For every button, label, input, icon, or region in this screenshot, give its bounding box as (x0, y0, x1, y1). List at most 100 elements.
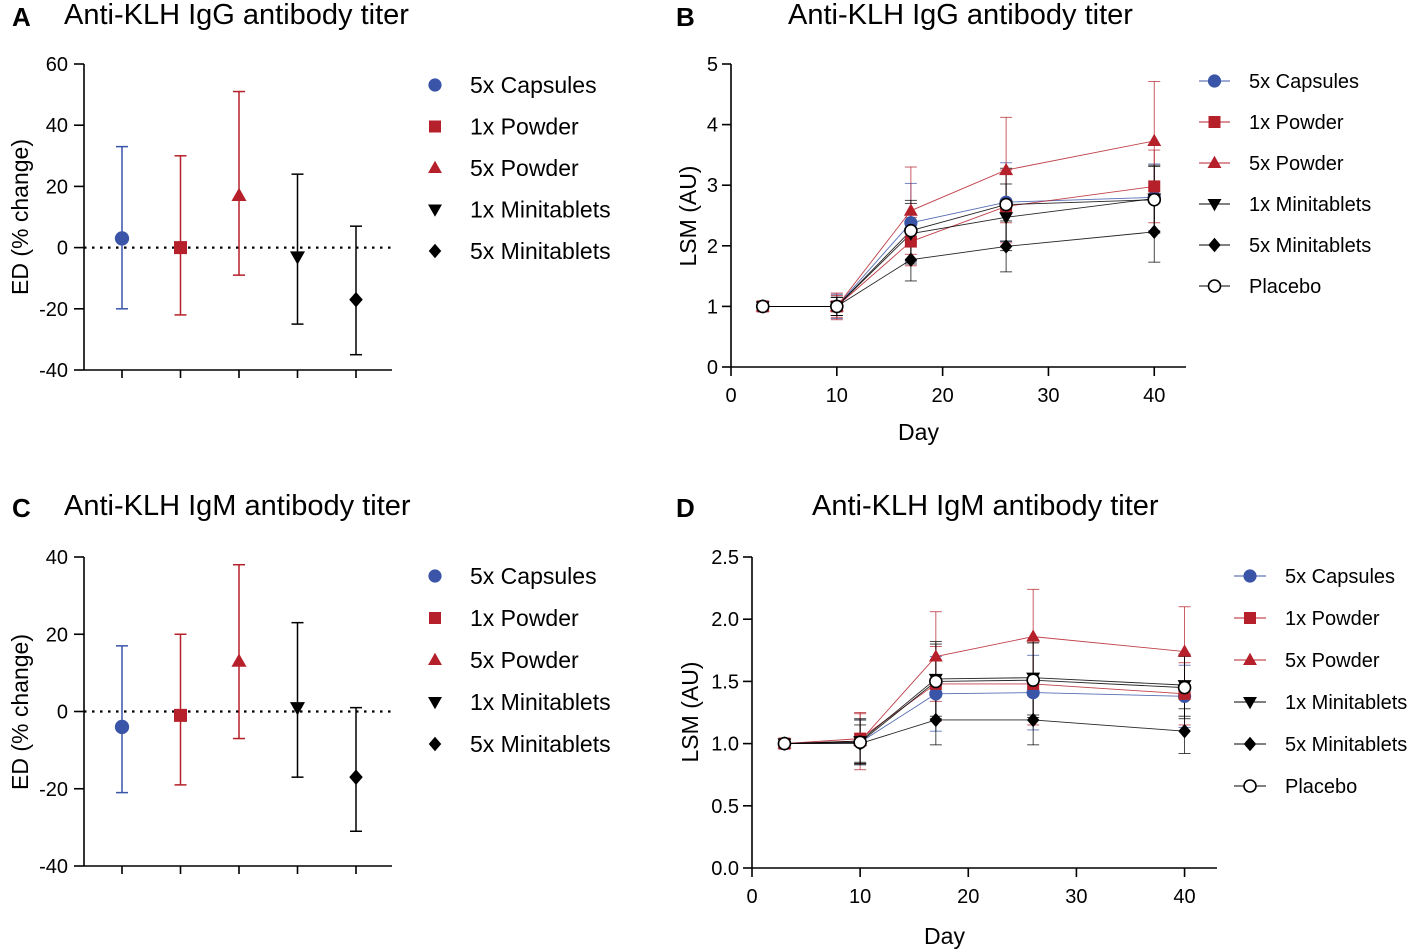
panel-c-ytick-label: 40 (46, 547, 68, 569)
panel-b-point-5x-powder (999, 162, 1014, 176)
panel-d-legend-marker-5x-powder (1243, 652, 1257, 666)
panel-d-legend-label-1x-minitablets: 1x Minitablets (1285, 692, 1407, 714)
panel-d-xlabel: Day (924, 923, 965, 949)
panel-a-legend-label-1x-minitablets: 1x Minitablets (470, 197, 611, 223)
panel-c-legend-marker-1x-powder (429, 612, 441, 624)
panel-d-ytick-label: 0.5 (711, 796, 739, 818)
panel-title-c: Anti-KLH IgM antibody titer (64, 490, 411, 522)
panel-b-legend-label-5x-minitablets: 5x Minitablets (1249, 235, 1371, 257)
panel-a-legend-label-5x-capsules: 5x Capsules (470, 72, 597, 98)
panel-c-ytick-label: -20 (39, 779, 68, 801)
panel-b-point-1x-powder (1148, 180, 1161, 193)
panel-d-point-placebo (1177, 680, 1192, 695)
panel-a-point-1x-powder (174, 241, 187, 255)
panel-a-legend-marker-5x-capsules (428, 78, 442, 92)
panel-b-point-5x-powder (1147, 133, 1162, 147)
panel-d-point-placebo (1026, 673, 1040, 687)
panel-b-point-5x-powder (903, 203, 918, 216)
panel-b-point-placebo (755, 299, 770, 314)
panel-d-point-5x-minitablets (1026, 712, 1040, 728)
panel-c-ytick-label: 0 (57, 702, 68, 724)
panel-b-series-line-5x-capsules (762, 196, 1155, 307)
panel-c-ylabel: ED (% change) (7, 634, 33, 790)
panel-c-legend-marker-5x-minitablets (428, 736, 442, 752)
panel-a-point-5x-capsules (114, 231, 130, 246)
panel-d-legend-marker-1x-powder (1244, 612, 1256, 624)
panel-a-point-1x-minitablets (289, 251, 306, 265)
panel-c-ytick-label: 20 (46, 624, 68, 646)
panel-d-series-line-5x-capsules (784, 692, 1185, 745)
panel-b-legend-label-1x-minitablets: 1x Minitablets (1249, 194, 1371, 216)
panel-letter-b: B (676, 2, 695, 32)
panel-a-ytick-label: 40 (46, 115, 68, 137)
panel-b-point-placebo (1147, 192, 1162, 207)
panel-d-legend-label-5x-powder: 5x Powder (1285, 650, 1380, 672)
panel-b-xtick-label: 20 (932, 385, 954, 407)
panel-d-point-placebo (777, 736, 792, 751)
panel-c-legend-marker-5x-powder (428, 652, 442, 666)
panel-a-ytick-label: -40 (39, 360, 68, 382)
panel-d-point-5x-powder (1026, 629, 1041, 642)
panel-d-xtick-label: 0 (746, 886, 757, 908)
panel-b-series-line-1x-powder (762, 185, 1155, 307)
panel-c-legend-label-5x-powder: 5x Powder (470, 647, 579, 673)
panel-d-legend-label-placebo: Placebo (1285, 776, 1357, 798)
panel-b-point-placebo (830, 299, 844, 314)
panel-b-xtick-label: 10 (826, 385, 848, 407)
panel-b-ylabel: LSM (AU) (675, 166, 701, 267)
panel-a-ytick-label: 20 (46, 176, 68, 198)
panel-b-legend-label-5x-powder: 5x Powder (1249, 153, 1344, 175)
panel-d-point-5x-powder (928, 649, 943, 662)
panel-c-ytick-label: -40 (39, 856, 68, 878)
panel-d-ytick-label: 1.5 (711, 671, 739, 693)
panel-b-xlabel: Day (898, 419, 939, 445)
panel-d-ytick-label: 0.0 (711, 858, 739, 880)
panel-a-legend-marker-5x-minitablets (428, 243, 442, 259)
panel-d-point-5x-capsules (929, 687, 943, 701)
panel-b-legend-marker-5x-minitablets (1208, 237, 1221, 253)
panel-title-a: Anti-KLH IgG antibody titer (64, 0, 409, 31)
panel-a-ytick-label: 60 (46, 54, 68, 76)
panel-b-point-placebo (904, 223, 918, 238)
panel-a-ytick-label: 0 (57, 238, 68, 260)
panel-d-xtick-label: 40 (1173, 886, 1195, 908)
panel-a-ytick-label: -20 (39, 299, 68, 321)
panel-c-point-1x-powder (174, 708, 187, 722)
panel-a-legend-marker-5x-powder (428, 160, 442, 174)
panel-d-series-line-1x-minitablets (784, 677, 1185, 745)
panel-c-legend-marker-1x-minitablets (428, 696, 442, 710)
panel-d-legend-marker-placebo (1243, 779, 1257, 793)
panel-d-xtick-label: 30 (1065, 886, 1087, 908)
panel-a-ylabel: ED (% change) (7, 139, 33, 295)
panel-d-point-5x-minitablets (1178, 723, 1191, 739)
panel-d-ytick-label: 2.5 (711, 547, 739, 569)
panel-c-point-1x-minitablets (289, 702, 306, 716)
panel-d-legend-label-5x-capsules: 5x Capsules (1285, 566, 1395, 588)
panel-c-legend-marker-5x-capsules (428, 569, 442, 583)
panel-c-legend-label-1x-powder: 1x Powder (470, 605, 579, 631)
panel-a-legend-marker-1x-minitablets (428, 204, 442, 217)
panel-b-legend-marker-5x-capsules (1207, 74, 1222, 88)
panel-d-legend-marker-5x-minitablets (1243, 736, 1257, 752)
panel-d-point-placebo (929, 674, 943, 689)
panel-b-ytick-label: 0 (707, 357, 718, 379)
panel-a-point-5x-minitablets (349, 291, 363, 308)
panel-a-legend-label-5x-powder: 5x Powder (470, 155, 579, 181)
panel-a-legend-label-5x-minitablets: 5x Minitablets (470, 238, 611, 264)
panel-title-b: Anti-KLH IgG antibody titer (788, 0, 1133, 31)
panel-d-legend-marker-5x-capsules (1243, 569, 1257, 583)
panel-b-xtick-label: 30 (1037, 385, 1059, 407)
panel-a-legend-marker-1x-powder (429, 120, 441, 133)
panel-b-point-5x-minitablets (999, 239, 1013, 254)
panel-b-legend-label-1x-powder: 1x Powder (1249, 112, 1344, 134)
panel-d-legend-marker-1x-minitablets (1243, 696, 1257, 710)
panel-c-legend-label-5x-minitablets: 5x Minitablets (470, 731, 611, 757)
panel-b-point-5x-minitablets (1148, 224, 1161, 240)
panel-b-ytick-label: 4 (707, 115, 718, 137)
panel-d-legend-label-5x-minitablets: 5x Minitablets (1285, 734, 1407, 756)
panel-letter-c: C (12, 493, 31, 523)
panel-c-legend-label-1x-minitablets: 1x Minitablets (470, 689, 611, 715)
panel-b-legend-marker-placebo (1207, 279, 1222, 293)
panel-c-point-5x-powder (231, 653, 247, 667)
